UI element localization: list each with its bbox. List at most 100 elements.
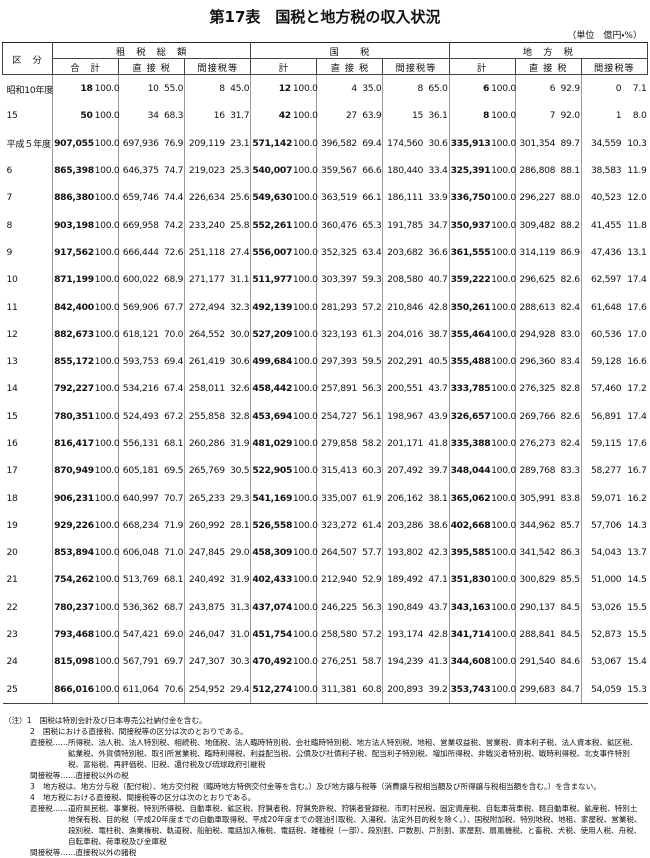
cell: 31.9 bbox=[230, 574, 250, 586]
cell: 265,769 bbox=[184, 457, 226, 485]
cell: 40.5 bbox=[428, 356, 448, 368]
cell: 60,536 bbox=[580, 320, 623, 348]
cell: 100.0 bbox=[94, 356, 120, 368]
cell: 352,325 bbox=[316, 238, 358, 267]
cell: 56.1 bbox=[362, 410, 382, 422]
cell: 41.3 bbox=[428, 656, 448, 668]
cell: 15.5 bbox=[627, 629, 647, 641]
cell: 57.2 bbox=[362, 629, 382, 641]
cell: 296,227 bbox=[514, 184, 557, 212]
cell: 84.5 bbox=[560, 601, 580, 613]
row-label: 昭和10年度 bbox=[6, 84, 54, 96]
cell: 29.0 bbox=[230, 547, 250, 559]
cell: 264,507 bbox=[316, 539, 358, 567]
cell: 25.6 bbox=[230, 192, 250, 204]
cell: 100.0 bbox=[491, 301, 516, 313]
cell: 34 bbox=[118, 102, 160, 130]
cell: 865,398 bbox=[52, 156, 94, 185]
row-label: 19 bbox=[6, 519, 18, 531]
cell: 43.7 bbox=[428, 383, 448, 395]
cell: 200,893 bbox=[382, 675, 425, 704]
note-text: 国税における直接税、間接税等の区分は次のとおりである。 bbox=[42, 727, 248, 736]
row-label: 10 bbox=[6, 274, 18, 286]
cell: 556,007 bbox=[250, 238, 292, 267]
cell: 886,380 bbox=[52, 184, 94, 212]
cell: 276,325 bbox=[514, 375, 557, 403]
cell: 254,952 bbox=[184, 675, 226, 704]
note: 3 地方税は、地方分与税（配付税）、地方交付税（臨時地方特例交付金等を含む。）及び… bbox=[4, 781, 644, 792]
cell: 58,277 bbox=[580, 457, 623, 485]
cell: 17.4 bbox=[627, 274, 647, 286]
table-row: 11 842,400 100.0 569,906 67.7 272,494 32.3 492,… bbox=[3, 293, 648, 321]
cell: 15.5 bbox=[627, 601, 647, 613]
cell: 27.4 bbox=[230, 246, 250, 258]
cell: 72.6 bbox=[163, 246, 184, 258]
cell: 492,139 bbox=[250, 293, 292, 321]
cell: 395,585 bbox=[448, 539, 491, 567]
cell: 100.0 bbox=[94, 83, 120, 95]
cell: 208,580 bbox=[382, 266, 425, 294]
cell: 793,468 bbox=[52, 620, 94, 649]
cell: 6 bbox=[514, 74, 557, 103]
cell: 100.0 bbox=[94, 492, 120, 504]
cell: 30.6 bbox=[428, 137, 448, 149]
table-row: 20 853,894 100.0 606,048 71.0 247,845 29.0 458,… bbox=[3, 539, 648, 567]
cell: 60.3 bbox=[362, 465, 382, 477]
cell: 14.3 bbox=[627, 519, 647, 531]
cell: 269,766 bbox=[514, 402, 557, 430]
cell: 100.0 bbox=[94, 438, 120, 449]
cell: 526,558 bbox=[250, 511, 292, 540]
cell: 458,442 bbox=[250, 375, 292, 403]
cell: 59,115 bbox=[580, 429, 623, 458]
cell: 83.4 bbox=[560, 356, 580, 368]
cell: 7 bbox=[514, 102, 557, 130]
cell: 36.1 bbox=[428, 110, 448, 122]
cell: 32.8 bbox=[230, 410, 250, 422]
cell: 56.3 bbox=[362, 383, 382, 395]
cell: 193,174 bbox=[382, 620, 425, 649]
cell: 61.4 bbox=[362, 519, 382, 531]
cell: 611,064 bbox=[118, 675, 160, 704]
cell: 336,750 bbox=[448, 184, 491, 212]
cell: 100.0 bbox=[491, 83, 516, 95]
cell: 15.4 bbox=[627, 656, 647, 668]
cell: 7.1 bbox=[632, 83, 647, 95]
sub-header: 間接税等 bbox=[580, 58, 649, 75]
cell: 0 bbox=[580, 74, 623, 103]
cell: 100.0 bbox=[292, 165, 318, 177]
table-row: 平成５年度 907,055 100.0 697,936 76.9 209,119 23.1 5… bbox=[3, 129, 648, 157]
cell: 100.0 bbox=[491, 383, 516, 395]
cell: 600,022 bbox=[118, 266, 160, 294]
cell: 359,567 bbox=[316, 156, 358, 185]
cell: 100.0 bbox=[491, 656, 516, 668]
note: 間接税等…… 直接税以外の諸税 bbox=[4, 847, 644, 858]
cell: 52.9 bbox=[362, 574, 382, 586]
cell: 74.4 bbox=[163, 192, 184, 204]
cell: 12.0 bbox=[627, 192, 647, 204]
note-key: （注）1 bbox=[4, 716, 32, 725]
note: 間接税等…… 直接税以外の税 bbox=[4, 770, 644, 781]
cell: 57.7 bbox=[362, 547, 382, 559]
header-row: 区 分租 税 総 額国 税地 方 税 bbox=[1, 42, 649, 75]
cell: 30.5 bbox=[230, 465, 250, 477]
cell: 541,169 bbox=[250, 484, 292, 512]
cell: 40.7 bbox=[428, 274, 448, 286]
cell: 100.0 bbox=[491, 465, 516, 477]
cell: 100.0 bbox=[491, 110, 516, 122]
cell: 41,455 bbox=[580, 211, 623, 239]
cell: 200,551 bbox=[382, 375, 425, 403]
cell: 260,992 bbox=[184, 511, 226, 540]
cell: 67.4 bbox=[163, 383, 184, 395]
table-row: 17 870,949 100.0 605,181 69.5 265,769 30.5 522,… bbox=[3, 457, 648, 485]
cell: 240,492 bbox=[184, 566, 226, 594]
cell: 470,492 bbox=[250, 648, 292, 676]
cell: 754,262 bbox=[52, 566, 94, 594]
cell: 100.0 bbox=[292, 274, 318, 286]
cell: 780,351 bbox=[52, 402, 94, 430]
cell: 666,444 bbox=[118, 238, 160, 267]
cell: 100.0 bbox=[94, 465, 120, 477]
cell: 606,048 bbox=[118, 539, 160, 567]
cell: 100.0 bbox=[292, 110, 318, 122]
note-key: 2 bbox=[30, 727, 35, 736]
title: 第17表 国税と地方税の収入状況 bbox=[209, 8, 441, 26]
